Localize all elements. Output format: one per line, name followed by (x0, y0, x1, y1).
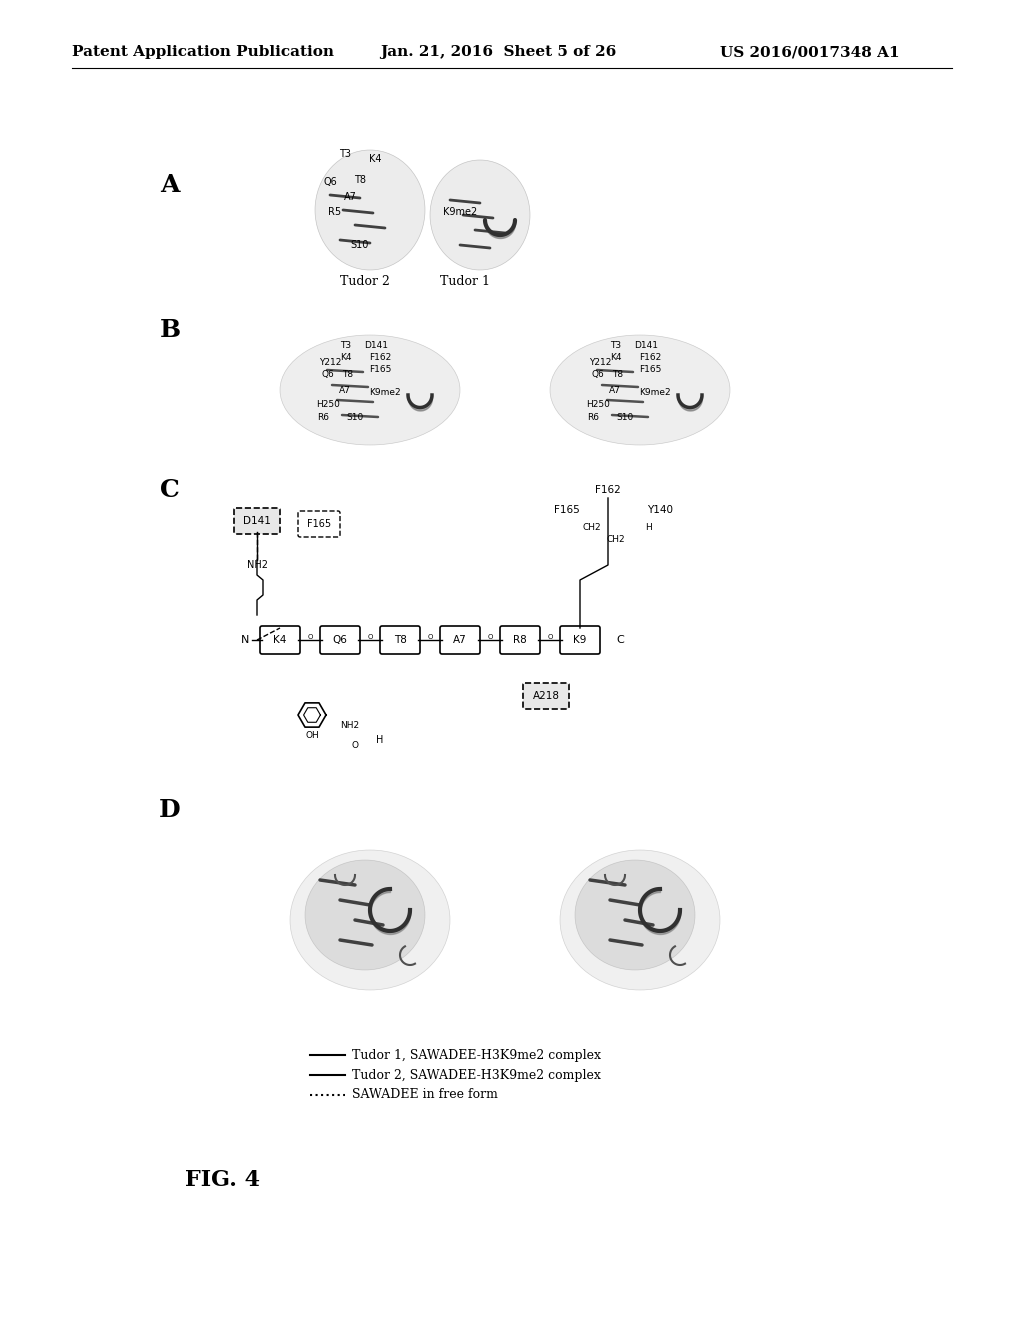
Text: F165: F165 (307, 519, 331, 529)
Ellipse shape (430, 160, 530, 271)
Text: Y140: Y140 (647, 506, 673, 515)
Text: Patent Application Publication: Patent Application Publication (72, 45, 334, 59)
Text: O: O (351, 741, 358, 750)
FancyBboxPatch shape (523, 682, 569, 709)
FancyBboxPatch shape (440, 626, 480, 653)
Text: K9: K9 (573, 635, 587, 645)
Text: N: N (241, 635, 249, 645)
Ellipse shape (575, 861, 695, 970)
Text: F165: F165 (369, 366, 391, 374)
Text: A7: A7 (339, 385, 351, 395)
Text: NH2: NH2 (247, 560, 267, 570)
Text: O: O (547, 634, 553, 640)
FancyBboxPatch shape (298, 511, 340, 537)
Text: T8: T8 (342, 370, 353, 379)
Text: A7: A7 (454, 635, 467, 645)
Text: H: H (376, 735, 384, 744)
Text: Tudor 2: Tudor 2 (340, 275, 390, 288)
Text: K4: K4 (340, 352, 352, 362)
Text: Y212: Y212 (589, 358, 611, 367)
Text: K9me2: K9me2 (639, 388, 671, 397)
Text: R8: R8 (513, 635, 527, 645)
Text: F162: F162 (595, 484, 621, 495)
Text: S10: S10 (616, 413, 634, 422)
Text: D141: D141 (243, 516, 271, 525)
FancyBboxPatch shape (380, 626, 420, 653)
Text: Q6: Q6 (322, 370, 335, 379)
Text: D: D (159, 799, 181, 822)
FancyBboxPatch shape (319, 626, 360, 653)
Ellipse shape (305, 861, 425, 970)
Text: T3: T3 (340, 341, 351, 350)
FancyBboxPatch shape (234, 508, 280, 535)
Text: B: B (160, 318, 180, 342)
Text: Tudor 1, SAWADEE-H3K9me2 complex: Tudor 1, SAWADEE-H3K9me2 complex (352, 1048, 601, 1061)
Text: O: O (368, 634, 373, 640)
Text: F162: F162 (639, 352, 662, 362)
Text: C: C (616, 635, 624, 645)
Text: T3: T3 (339, 149, 351, 158)
Text: K4: K4 (610, 352, 622, 362)
Text: A: A (160, 173, 180, 197)
Text: H250: H250 (316, 400, 340, 409)
Text: CH2: CH2 (606, 536, 626, 544)
Text: FIG. 4: FIG. 4 (185, 1170, 260, 1191)
Ellipse shape (315, 150, 425, 271)
Text: R6: R6 (317, 413, 329, 422)
Ellipse shape (280, 335, 460, 445)
Text: D141: D141 (634, 341, 658, 350)
Text: F165: F165 (554, 506, 580, 515)
Text: R5: R5 (329, 207, 342, 216)
Text: Q6: Q6 (592, 370, 604, 379)
Text: CH2: CH2 (583, 523, 601, 532)
Text: S10: S10 (351, 240, 370, 249)
Text: D141: D141 (364, 341, 388, 350)
Text: T8: T8 (612, 370, 624, 379)
Text: Q6: Q6 (333, 635, 347, 645)
Ellipse shape (290, 850, 450, 990)
Text: T8: T8 (354, 176, 366, 185)
Text: SAWADEE in free form: SAWADEE in free form (352, 1089, 498, 1101)
Text: K4: K4 (273, 635, 287, 645)
Text: H250: H250 (586, 400, 610, 409)
Text: A7: A7 (344, 191, 356, 202)
Text: T3: T3 (610, 341, 622, 350)
Ellipse shape (550, 335, 730, 445)
Text: K4: K4 (369, 154, 381, 164)
Ellipse shape (560, 850, 720, 990)
Text: A218: A218 (532, 690, 559, 701)
Text: K9me2: K9me2 (370, 388, 400, 397)
FancyBboxPatch shape (260, 626, 300, 653)
Text: F162: F162 (369, 352, 391, 362)
Text: S10: S10 (346, 413, 364, 422)
Text: Q6: Q6 (324, 177, 337, 187)
Text: Jan. 21, 2016  Sheet 5 of 26: Jan. 21, 2016 Sheet 5 of 26 (380, 45, 616, 59)
Text: NH2: NH2 (340, 721, 359, 730)
Text: F165: F165 (639, 366, 662, 374)
Text: R6: R6 (587, 413, 599, 422)
Text: A7: A7 (609, 385, 621, 395)
Text: Tudor 2, SAWADEE-H3K9me2 complex: Tudor 2, SAWADEE-H3K9me2 complex (352, 1068, 601, 1081)
Text: T8: T8 (393, 635, 407, 645)
Text: O: O (487, 634, 493, 640)
Text: K9me2: K9me2 (442, 207, 477, 216)
Text: Y212: Y212 (318, 358, 341, 367)
Text: Tudor 1: Tudor 1 (440, 275, 490, 288)
FancyBboxPatch shape (500, 626, 540, 653)
Text: OH: OH (305, 730, 318, 739)
FancyBboxPatch shape (560, 626, 600, 653)
Text: US 2016/0017348 A1: US 2016/0017348 A1 (720, 45, 900, 59)
Text: H: H (645, 523, 651, 532)
Text: C: C (160, 478, 180, 502)
Text: O: O (427, 634, 433, 640)
Text: O: O (307, 634, 312, 640)
